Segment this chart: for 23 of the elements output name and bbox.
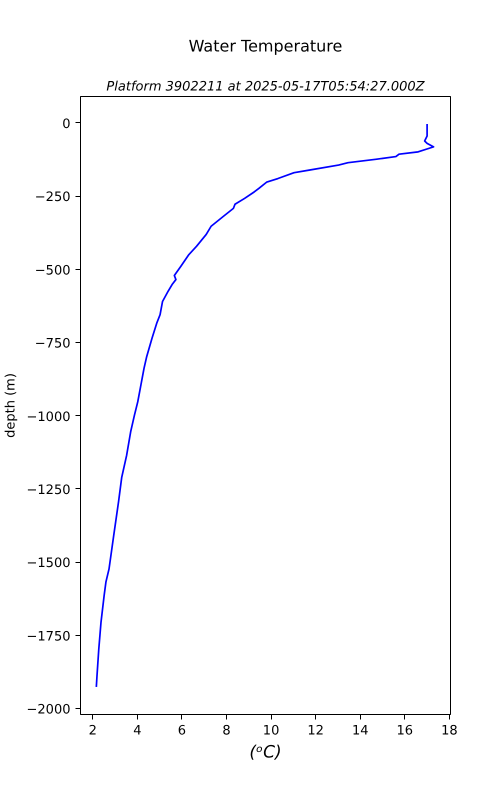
x-tick-label: 12	[307, 724, 324, 738]
x-tick-label: 16	[396, 724, 414, 738]
x-axis-title: (ᵒC)	[249, 742, 282, 762]
y-tick-label: −250	[34, 190, 71, 206]
x-tick-label: 4	[133, 724, 142, 738]
y-tick-label: −1750	[26, 629, 71, 644]
x-tick-label: 6	[178, 724, 186, 738]
y-tick-label: −2000	[26, 702, 71, 718]
y-tick-label: 0	[62, 116, 71, 132]
line-series	[95, 123, 434, 688]
y-tick-label: −1000	[26, 410, 71, 425]
x-tick-label: 8	[222, 724, 231, 738]
chart-subtitle: Platform 3902211 at 2025-05-17T05:54:27.000Z	[106, 80, 426, 94]
y-tick-label: −750	[34, 336, 71, 352]
y-tick-label: −1250	[26, 482, 71, 498]
y-tick-label: −1500	[26, 556, 71, 572]
x-tick-label: 2	[88, 724, 97, 738]
x-tick-label: 14	[352, 724, 369, 738]
y-axis-title: depth (m)	[4, 373, 19, 438]
x-tick-label: 18	[441, 724, 458, 738]
y-tick-label: −500	[34, 263, 71, 278]
x-tick-label: 10	[262, 724, 280, 738]
chart-title: Water Temperature	[188, 36, 342, 56]
